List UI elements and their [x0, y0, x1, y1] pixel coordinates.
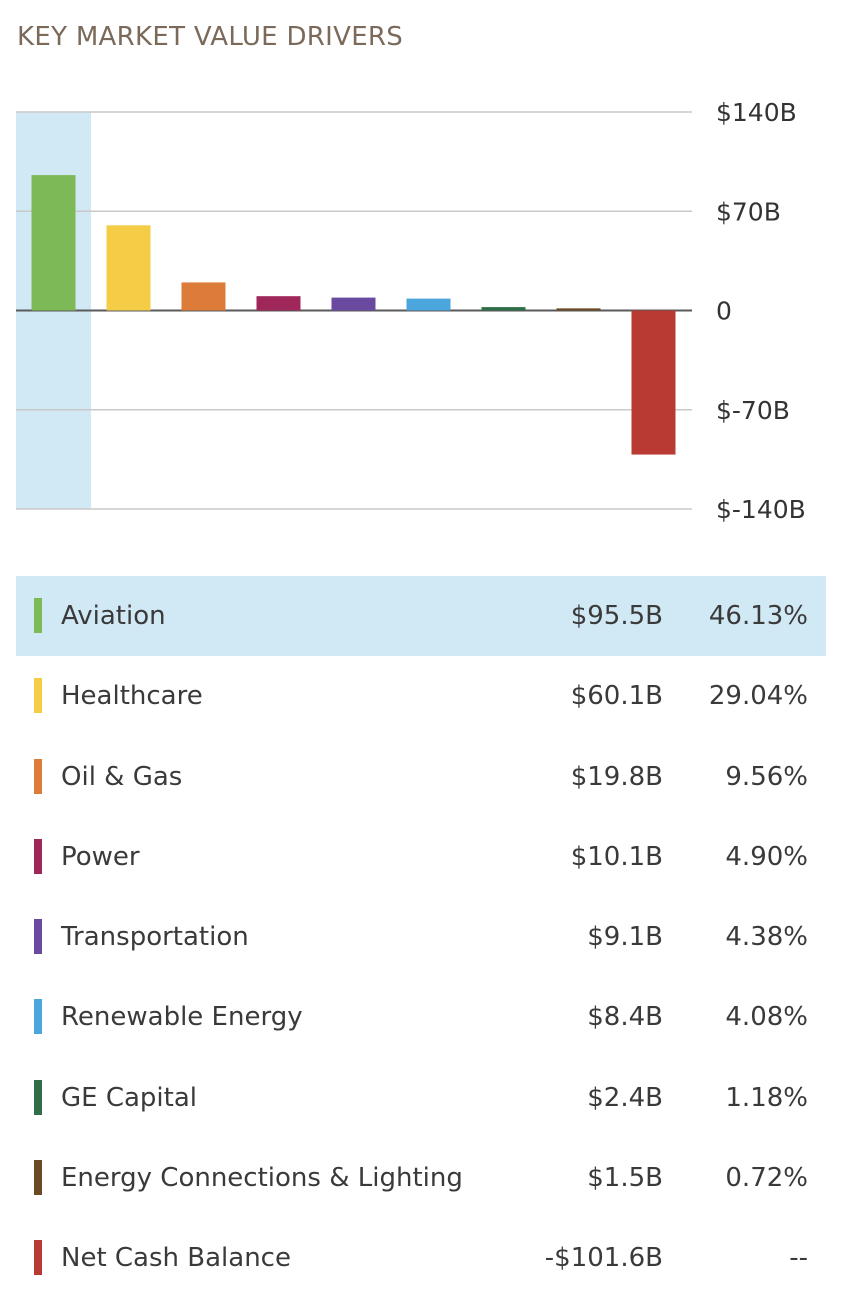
legend-percent: 1.18% — [725, 1082, 808, 1113]
legend-value: -$101.6B — [544, 1243, 663, 1274]
legend-swatch-healthcare — [34, 678, 42, 714]
legend-row-healthcare[interactable]: Healthcare $60.1B 29.04% — [16, 656, 826, 736]
legend-percent: 29.04% — [708, 681, 808, 712]
legend-row-renewable-energy[interactable]: Renewable Energy $8.4B 4.08% — [16, 977, 826, 1057]
legend-value: $60.1B — [570, 681, 663, 712]
legend-percent: 0.72% — [725, 1163, 808, 1194]
chart-title: KEY MARKET VALUE DRIVERS — [17, 22, 404, 52]
y-tick-label: 0 — [716, 297, 732, 326]
legend-percent: 46.13% — [708, 601, 808, 631]
bar-net-cash-balance — [631, 310, 676, 455]
legend-label: Renewable Energy — [61, 1002, 303, 1033]
legend-value: $9.1B — [587, 922, 663, 953]
legend-swatch-oil-gas — [34, 758, 42, 794]
legend-swatch-renewable-energy — [34, 999, 42, 1035]
bar-renewable-energy — [406, 298, 451, 311]
legend-value: $1.5B — [587, 1163, 663, 1194]
legend-table: Aviation $95.5B 46.13% Healthcare $60.1B… — [16, 576, 826, 1299]
legend-percent: 4.90% — [725, 841, 808, 872]
legend-percent: 9.56% — [725, 761, 808, 792]
legend-percent: -- — [789, 1243, 808, 1274]
bar-ge-capital — [481, 307, 526, 311]
legend-row-energy-connections-lighting[interactable]: Energy Connections & Lighting $1.5B 0.72… — [16, 1138, 826, 1218]
legend-label: Oil & Gas — [61, 761, 183, 792]
legend-label: GE Capital — [61, 1082, 198, 1113]
y-tick-label: $70B — [716, 197, 781, 226]
legend-value: $19.8B — [570, 761, 663, 792]
legend-value: $95.5B — [570, 601, 663, 631]
legend-row-ge-capital[interactable]: GE Capital $2.4B 1.18% — [16, 1058, 826, 1138]
legend-label: Net Cash Balance — [61, 1243, 291, 1274]
legend-row-oil-gas[interactable]: Oil & Gas $19.8B 9.56% — [16, 737, 826, 817]
bar-aviation — [31, 175, 76, 311]
legend-row-transportation[interactable]: Transportation $9.1B 4.38% — [16, 897, 826, 977]
legend-label: Transportation — [61, 922, 249, 953]
bar-transportation — [331, 297, 376, 311]
legend-percent: 4.08% — [725, 1002, 808, 1033]
y-tick-label: $-70B — [716, 396, 790, 425]
legend-label: Aviation — [61, 601, 166, 631]
y-tick-label: $140B — [716, 98, 797, 127]
bar-energy-connections-lighting — [556, 308, 601, 311]
legend-swatch-aviation — [34, 598, 42, 633]
legend-swatch-transportation — [34, 919, 42, 955]
legend-row-power[interactable]: Power $10.1B 4.90% — [16, 817, 826, 897]
bar-power — [256, 296, 301, 311]
legend-label: Power — [61, 841, 140, 872]
legend-swatch-power — [34, 838, 42, 874]
legend-row-net-cash-balance[interactable]: Net Cash Balance -$101.6B -- — [16, 1218, 826, 1298]
legend-swatch-net-cash-balance — [34, 1240, 42, 1276]
bar-chart: $140B $70B 0 $-70B $-140B — [16, 98, 806, 524]
legend-value: $8.4B — [587, 1002, 663, 1033]
legend-percent: 4.38% — [725, 922, 808, 953]
legend-label: Healthcare — [61, 681, 203, 712]
legend-label: Energy Connections & Lighting — [61, 1163, 463, 1194]
legend-row-aviation[interactable]: Aviation $95.5B 46.13% — [16, 576, 826, 657]
legend-value: $10.1B — [570, 841, 663, 872]
legend-value: $2.4B — [587, 1082, 663, 1113]
y-tick-label: $-140B — [716, 495, 806, 524]
bar-oil-gas — [181, 282, 226, 311]
bar-healthcare — [106, 225, 151, 311]
legend-swatch-energy-connections-lighting — [34, 1160, 42, 1196]
legend-swatch-ge-capital — [34, 1079, 42, 1115]
